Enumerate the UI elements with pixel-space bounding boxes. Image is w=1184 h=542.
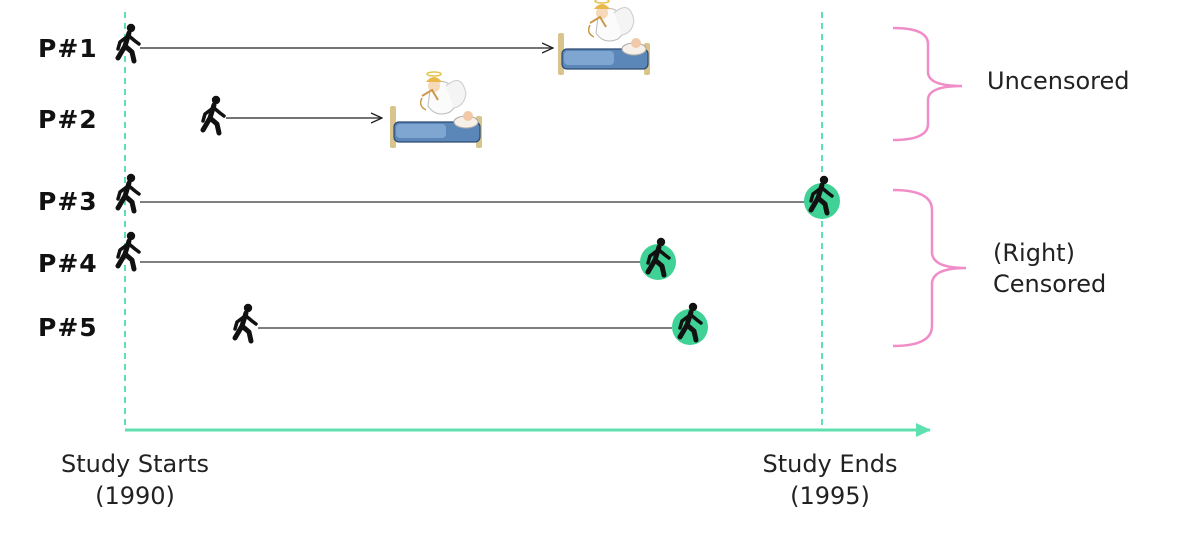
censored-label-line2: Censored xyxy=(993,270,1107,298)
walking-person-icon xyxy=(235,304,256,341)
censored-bracket xyxy=(892,188,967,348)
uncensored-label: Uncensored xyxy=(987,67,1130,95)
participant-label: P#1 xyxy=(38,34,98,63)
participant-label: P#5 xyxy=(38,313,98,342)
uncensored-bracket xyxy=(892,26,963,142)
study-start-label: Study Starts (1990) xyxy=(30,448,240,512)
participant-4-timeline xyxy=(118,232,676,280)
walking-person-icon xyxy=(118,174,139,211)
study-start-year: (1990) xyxy=(95,482,175,510)
participant-label: P#3 xyxy=(38,187,98,216)
study-end-label: Study Ends (1995) xyxy=(725,448,935,512)
bed-with-angel-icon xyxy=(557,0,651,76)
study-start-text: Study Starts xyxy=(60,450,210,478)
participant-5-timeline xyxy=(235,303,708,345)
study-end-text: Study Ends xyxy=(762,450,898,478)
participant-3-timeline xyxy=(118,174,840,219)
bed-with-angel-icon xyxy=(389,71,483,149)
participant-2-timeline xyxy=(203,71,483,149)
censored-label-line1: (Right) xyxy=(993,239,1075,267)
walking-person-icon xyxy=(118,232,139,269)
participant-label: P#2 xyxy=(38,105,98,134)
study-end-year: (1995) xyxy=(790,482,870,510)
participant-label: P#4 xyxy=(38,249,98,278)
walking-person-icon xyxy=(118,24,139,61)
walking-person-icon xyxy=(203,96,224,133)
participant-1-timeline xyxy=(118,0,651,76)
